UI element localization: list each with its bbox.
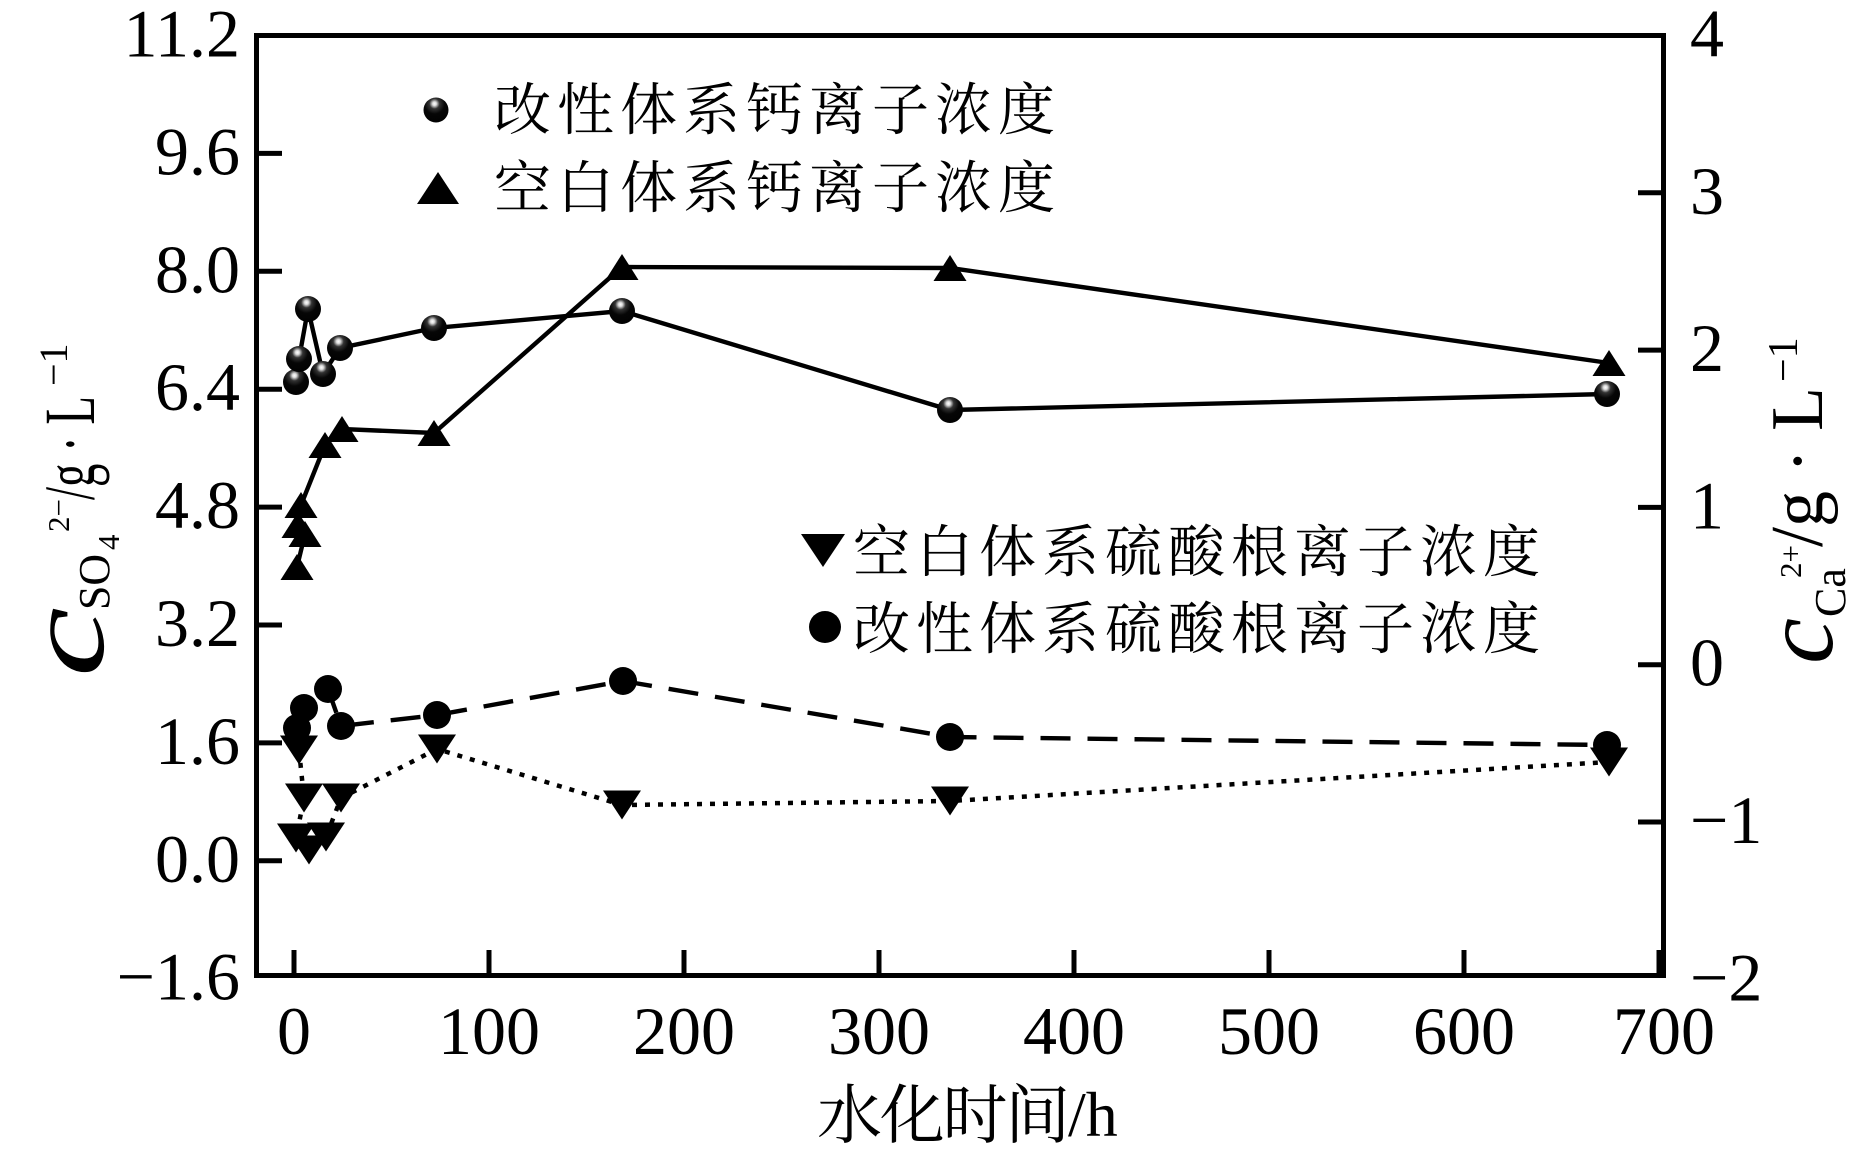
svg-text:500: 500 [1218,993,1320,1069]
svg-text:/h: /h [1068,1079,1118,1150]
svg-text:2−: 2− [41,499,76,532]
svg-text:3.2: 3.2 [155,585,240,661]
svg-text:6.4: 6.4 [155,349,240,425]
svg-text:c: c [4,607,128,677]
svg-text:11.2: 11.2 [124,0,240,72]
svg-text:4: 4 [1690,0,1724,72]
svg-text:8.0: 8.0 [155,231,240,307]
svg-text:0: 0 [1690,625,1724,701]
svg-text:−1: −1 [1690,782,1762,858]
svg-text:9.6: 9.6 [155,113,240,189]
svg-text:3: 3 [1690,153,1724,229]
svg-text:4: 4 [91,534,126,550]
svg-text:−2: −2 [1690,939,1762,1015]
svg-text:4.8: 4.8 [155,467,240,543]
svg-text:Ca: Ca [1806,568,1855,617]
svg-text:200: 200 [633,993,735,1069]
svg-text:400: 400 [1023,993,1125,1069]
svg-text:/g · L: /g · L [30,396,110,500]
svg-text:100: 100 [438,993,540,1069]
svg-text:0: 0 [277,993,311,1069]
svg-text:2: 2 [1690,310,1724,386]
svg-text:c: c [1743,618,1854,664]
svg-text:SO: SO [70,554,119,610]
svg-text:/g · L: /g · L [1757,387,1839,547]
svg-text:−1: −1 [1761,337,1807,382]
svg-text:600: 600 [1413,993,1515,1069]
svg-text:−1.6: −1.6 [117,939,240,1015]
svg-text:2+: 2+ [1773,545,1808,578]
svg-text:700: 700 [1613,993,1715,1069]
svg-text:1.6: 1.6 [155,703,240,779]
svg-text:−1: −1 [31,343,76,386]
svg-text:300: 300 [828,993,930,1069]
svg-text:0.0: 0.0 [155,821,240,897]
svg-text:1: 1 [1690,467,1724,543]
